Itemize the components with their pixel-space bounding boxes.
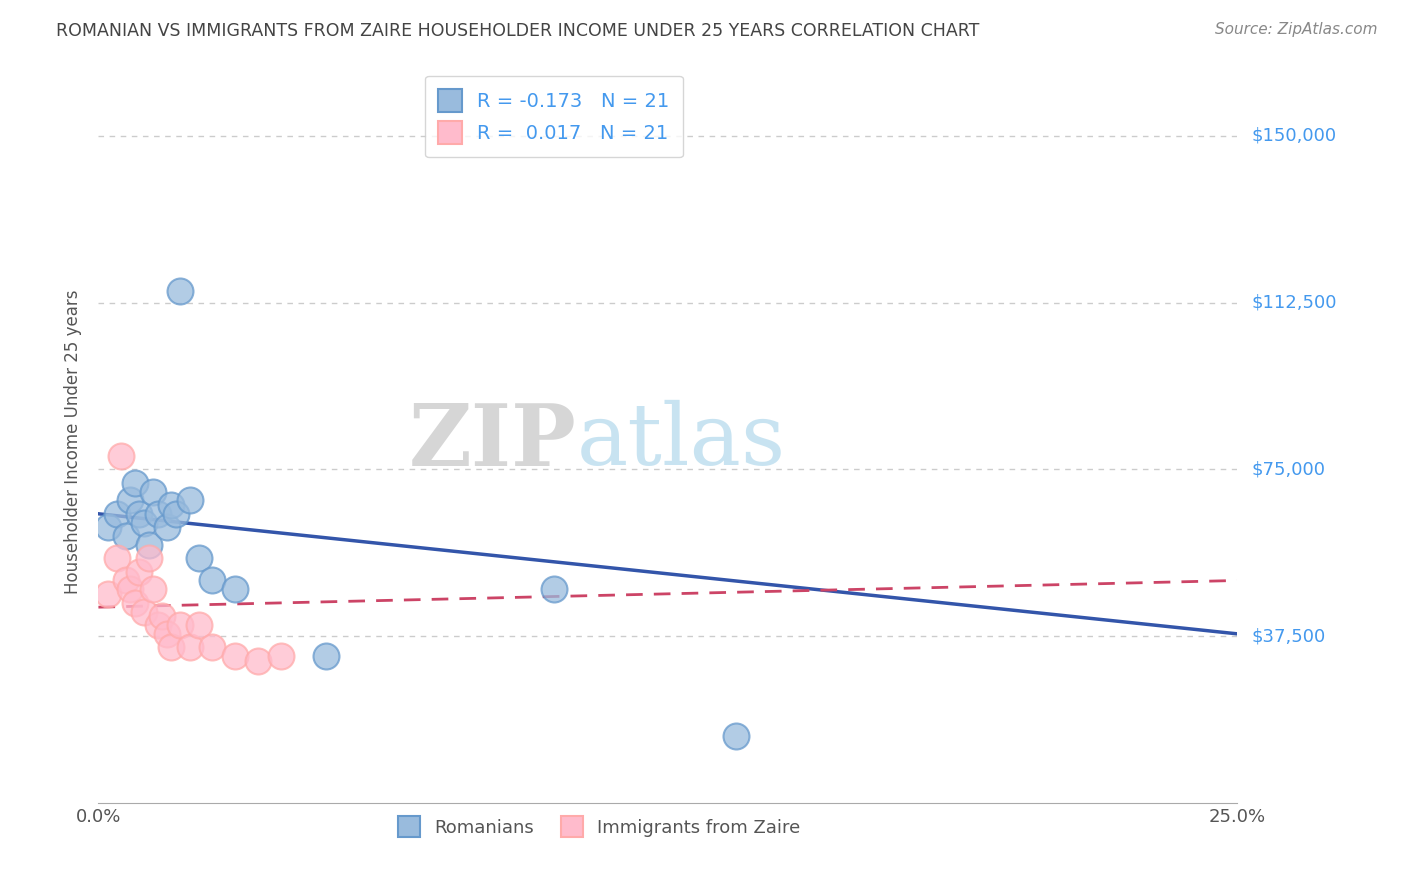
Point — [543, 582, 565, 597]
Point — [114, 529, 136, 543]
Point — [156, 520, 179, 534]
Text: ROMANIAN VS IMMIGRANTS FROM ZAIRE HOUSEHOLDER INCOME UNDER 25 YEARS CORRELATION : ROMANIAN VS IMMIGRANTS FROM ZAIRE HOUSEH… — [56, 22, 980, 40]
Text: Source: ZipAtlas.com: Source: ZipAtlas.com — [1215, 22, 1378, 37]
Point — [270, 649, 292, 664]
Point — [96, 587, 118, 601]
Point — [142, 484, 165, 499]
Point — [224, 649, 246, 664]
Point — [246, 653, 269, 667]
Point — [169, 618, 191, 632]
Point — [160, 498, 183, 512]
Point — [160, 640, 183, 655]
Point — [201, 574, 224, 588]
Point — [120, 582, 142, 597]
Point — [150, 609, 173, 624]
Point — [179, 493, 201, 508]
Point — [124, 475, 146, 490]
Point — [224, 582, 246, 597]
Point — [315, 649, 337, 664]
Point — [138, 538, 160, 552]
Point — [132, 516, 155, 530]
Point — [105, 551, 128, 566]
Point — [725, 729, 748, 743]
Point — [128, 565, 150, 579]
Point — [187, 551, 209, 566]
Point — [187, 618, 209, 632]
Text: $150,000: $150,000 — [1251, 127, 1336, 145]
Point — [138, 551, 160, 566]
Legend: Romanians, Immigrants from Zaire: Romanians, Immigrants from Zaire — [391, 809, 808, 845]
Text: ZIP: ZIP — [409, 400, 576, 483]
Point — [105, 507, 128, 521]
Text: $75,000: $75,000 — [1251, 460, 1326, 478]
Text: atlas: atlas — [576, 400, 786, 483]
Point — [146, 507, 169, 521]
Point — [132, 605, 155, 619]
Point — [169, 285, 191, 299]
Point — [156, 627, 179, 641]
Point — [179, 640, 201, 655]
Point — [120, 493, 142, 508]
Point — [201, 640, 224, 655]
Text: $112,500: $112,500 — [1251, 293, 1337, 311]
Point — [124, 596, 146, 610]
Point — [96, 520, 118, 534]
Y-axis label: Householder Income Under 25 years: Householder Income Under 25 years — [65, 289, 83, 594]
Point — [165, 507, 187, 521]
Point — [142, 582, 165, 597]
Point — [146, 618, 169, 632]
Point — [128, 507, 150, 521]
Point — [110, 449, 132, 463]
Point — [114, 574, 136, 588]
Text: $37,500: $37,500 — [1251, 627, 1326, 645]
